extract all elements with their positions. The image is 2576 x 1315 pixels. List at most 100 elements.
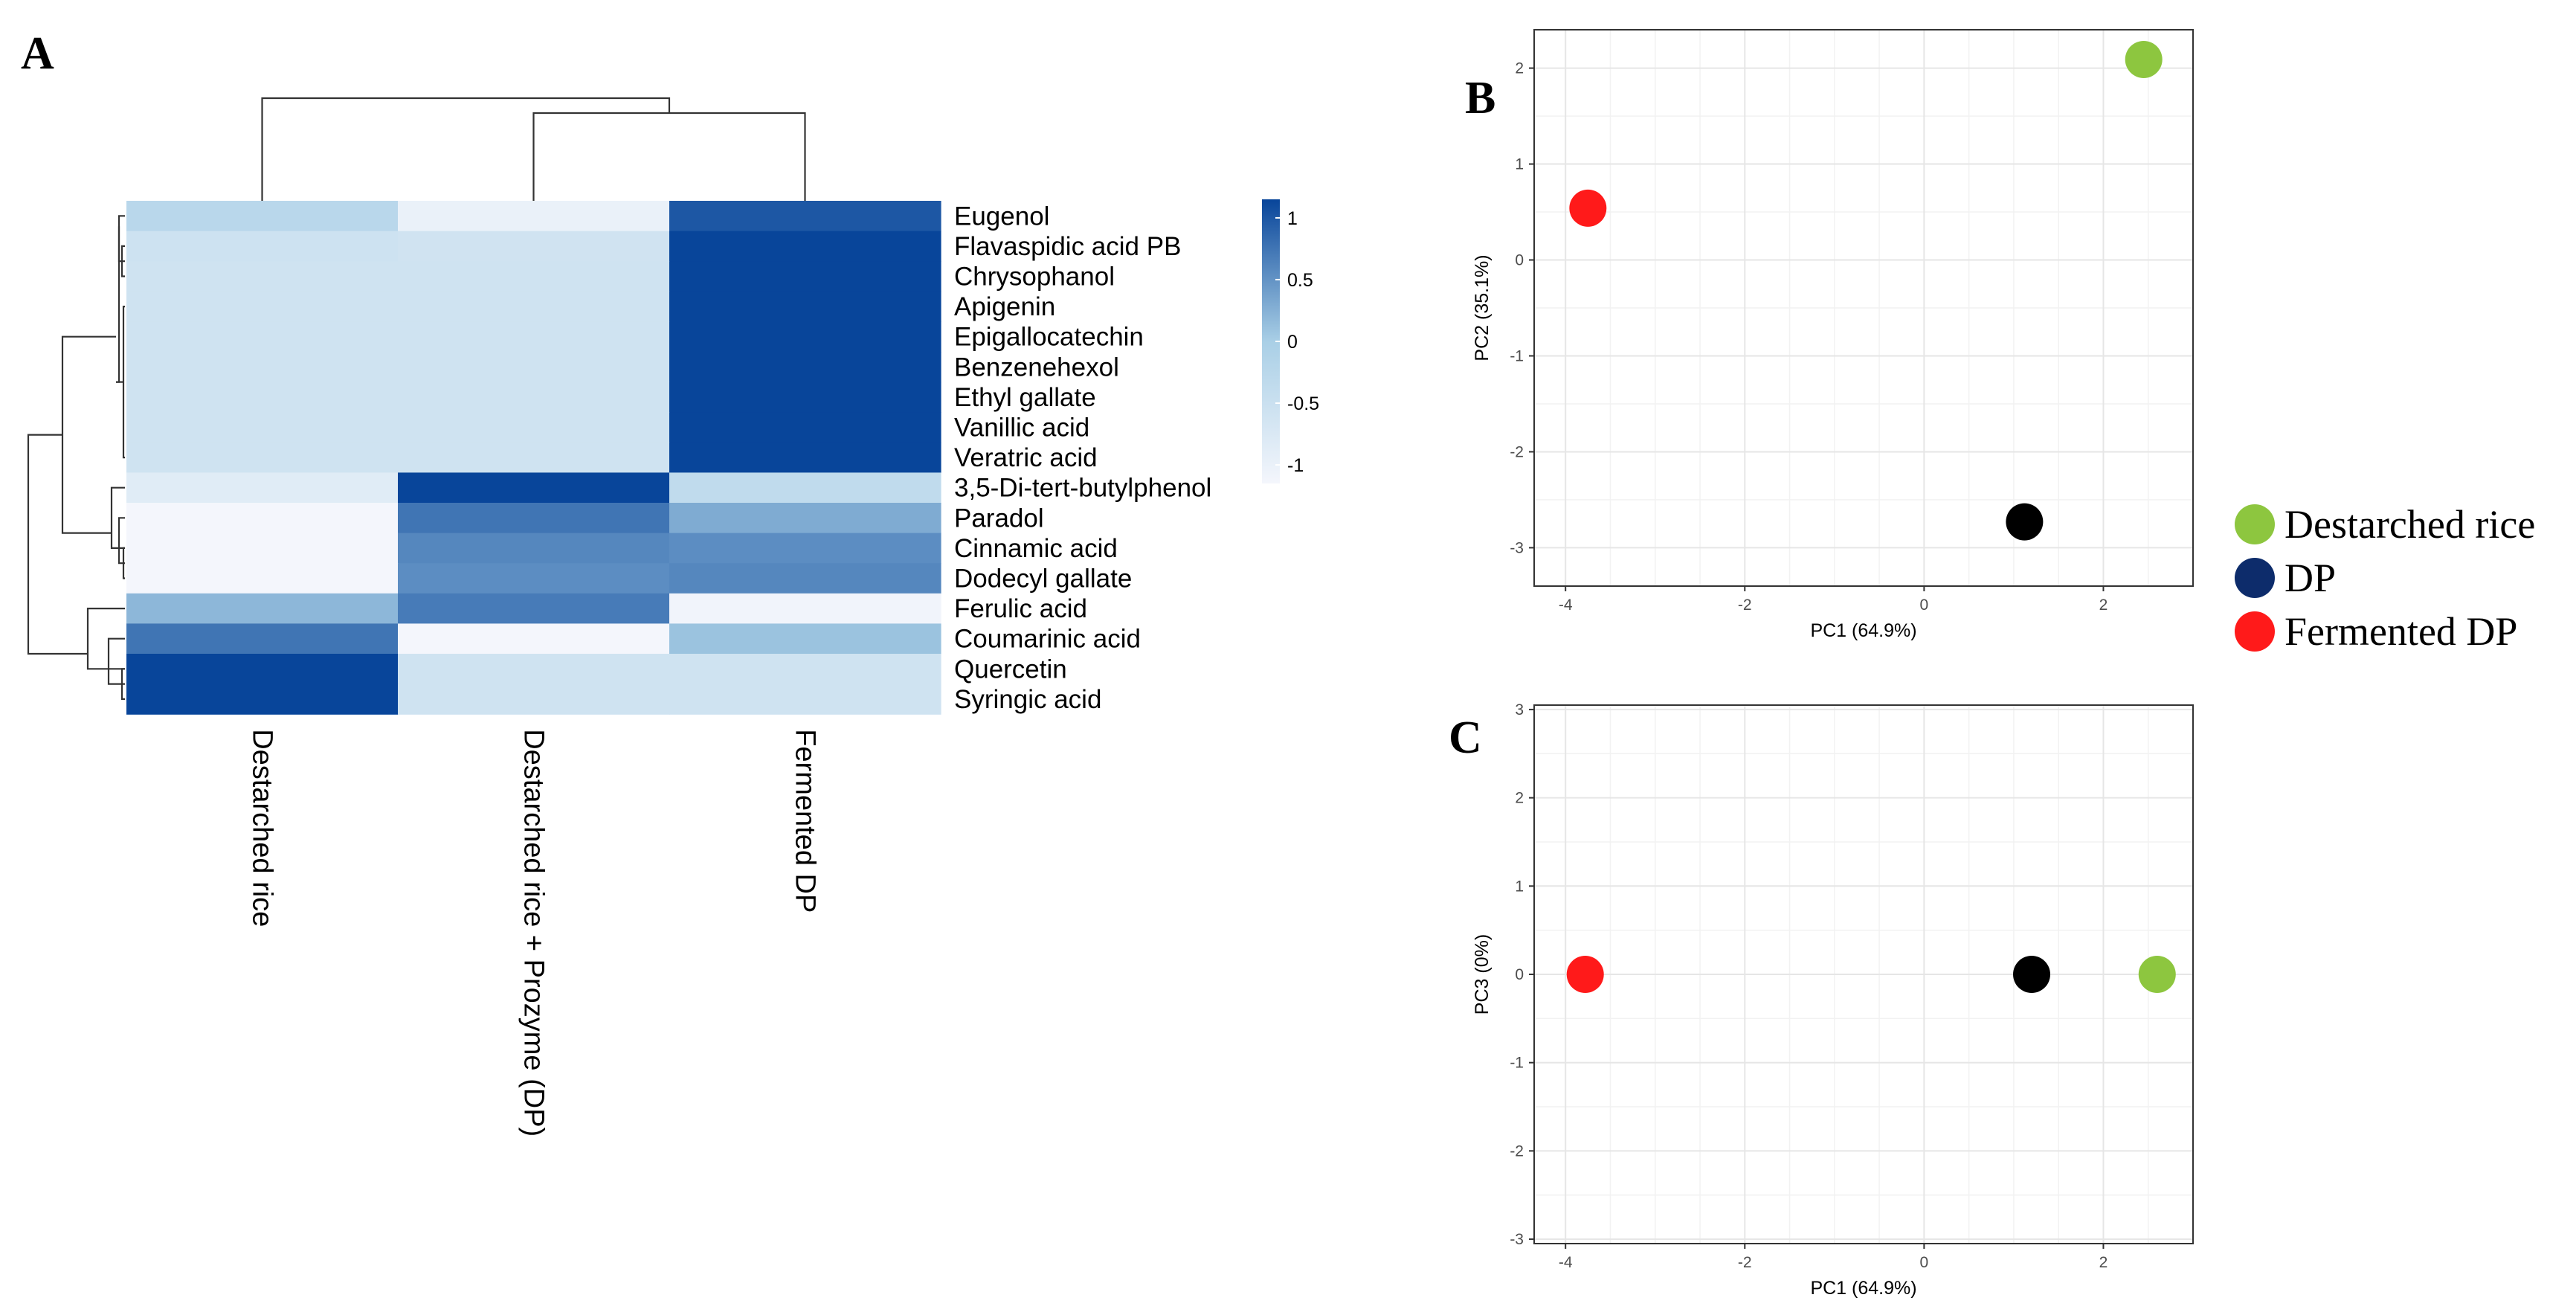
row-label: Ferulic acid <box>954 594 1087 623</box>
row-label: Chrysophanol <box>954 263 1115 292</box>
row-label: Vanillic acid <box>954 414 1089 443</box>
row-label: Quercetin <box>954 655 1067 684</box>
plot-border <box>1533 29 2194 587</box>
heatmap-cell <box>669 231 941 262</box>
heatmap-cell <box>398 382 670 413</box>
row-label: Ethyl gallate <box>954 383 1096 412</box>
heatmap-cell <box>669 352 941 383</box>
heatmap-cell <box>398 684 670 715</box>
heatmap-cell <box>669 321 941 353</box>
row-label: Epigallocatechin <box>954 323 1144 352</box>
heatmap-cell <box>669 684 941 715</box>
row-dendrogram-branch <box>61 335 116 534</box>
row-dendrogram-branch <box>116 226 120 383</box>
heatmap-cell <box>398 472 670 504</box>
y-tick-label: -1 <box>1510 347 1524 364</box>
x-tick-label: 0 <box>1920 1254 1929 1271</box>
row-dendrogram-branch <box>117 517 125 565</box>
heatmap-cell <box>126 563 399 594</box>
colorbar-tick-label: -1 <box>1287 455 1304 476</box>
row-label: Flavaspidic acid PB <box>954 232 1181 261</box>
heatmap-cell <box>669 442 941 473</box>
heatmap-cell <box>398 291 670 322</box>
colorbar-tick-label: 0.5 <box>1287 270 1313 291</box>
heatmap-cell <box>126 472 399 504</box>
x-tick-label: -2 <box>1738 1254 1752 1271</box>
y-tick-label: 0 <box>1515 252 1524 269</box>
y-axis-label: PC2 (35.1%) <box>1472 254 1493 361</box>
heatmap-cell <box>126 231 399 262</box>
y-tick-label: -2 <box>1510 1142 1524 1160</box>
heatmap-cell <box>126 261 399 292</box>
row-dendrogram-branch <box>107 637 125 685</box>
row-dendrogram-branch <box>86 608 125 670</box>
pca-panel-b: -4 -2 0 2 2 1 0 -1 -2 -3 PC1 (64.9%) PC2 (35.1%) <box>1472 29 2194 641</box>
data-point <box>2013 956 2051 993</box>
heatmap-cell <box>126 291 399 322</box>
y-tick-label: 2 <box>1515 60 1524 77</box>
heatmap-cell <box>669 593 941 624</box>
heatmap-cell <box>126 321 399 353</box>
legend-marker <box>2235 504 2275 544</box>
x-tick-label: -4 <box>1559 597 1573 614</box>
heatmap-cell <box>126 442 399 473</box>
heatmap-cell <box>126 593 399 624</box>
y-axis-label: PC3 (0%) <box>1472 934 1493 1015</box>
row-dendrogram-branch <box>110 486 125 549</box>
row-label: Veratric acid <box>954 443 1098 472</box>
y-tick-label: -3 <box>1510 539 1524 556</box>
heatmap-cell <box>126 654 399 685</box>
heatmap-cell <box>669 201 941 232</box>
legend-label: DP <box>2284 556 2336 600</box>
colorbar-tick-label: -0.5 <box>1287 393 1319 414</box>
row-dendrogram-branch <box>122 306 125 459</box>
row-label: Benzenehexol <box>954 353 1119 382</box>
row-label: Eugenol <box>954 202 1049 231</box>
y-tick-label: -2 <box>1510 443 1524 460</box>
column-label: Destarched rice + Prozyme (DP) <box>518 729 550 1136</box>
data-point <box>2125 40 2163 78</box>
heatmap-cell <box>126 533 399 564</box>
heatmap-cell <box>398 654 670 685</box>
x-tick-label: 0 <box>1920 597 1929 614</box>
heatmap-cell <box>126 352 399 383</box>
heatmap-cell <box>398 503 670 534</box>
heatmap-cell <box>669 472 941 504</box>
x-tick-label: 2 <box>2099 1254 2108 1271</box>
data-point <box>2006 503 2044 541</box>
row-label: Syringic acid <box>954 685 1101 714</box>
heatmap-cell <box>398 231 670 262</box>
heatmap-cell <box>669 412 941 443</box>
legend-marker <box>2235 611 2275 652</box>
data-point <box>2138 956 2176 993</box>
legend: Destarched rice DP Fermented DP <box>2235 502 2535 654</box>
y-tick-label: -3 <box>1510 1231 1524 1248</box>
heatmap-cell <box>126 684 399 715</box>
legend-label: Fermented DP <box>2284 609 2517 654</box>
y-tick-label: -1 <box>1510 1055 1524 1072</box>
row-label: Paradol <box>954 504 1044 533</box>
heatmap-cell <box>669 382 941 413</box>
y-tick-label: 3 <box>1515 701 1524 718</box>
heatmap-cell <box>398 412 670 443</box>
x-tick-label: -2 <box>1738 597 1752 614</box>
heatmap-cell <box>398 261 670 292</box>
row-label: 3,5-Di-tert-butylphenol <box>954 474 1211 503</box>
y-tick-label: 1 <box>1515 878 1524 895</box>
y-tick-label: 0 <box>1515 966 1524 983</box>
x-axis-label: PC1 (64.9%) <box>1810 1278 1916 1299</box>
heatmap-cell <box>669 563 941 594</box>
heatmap-cell <box>398 593 670 624</box>
heatmap-cell <box>126 412 399 443</box>
heatmap-cell <box>126 623 399 655</box>
y-tick-label: 2 <box>1515 790 1524 807</box>
heatmap-cell <box>398 563 670 594</box>
legend-label: Destarched rice <box>2284 502 2535 547</box>
colorbar-tick-label: 1 <box>1287 208 1298 229</box>
column-label: Destarched rice <box>247 729 278 927</box>
pca-panel-c: -4 -2 0 2 3 2 1 0 -1 -2 -3 PC1 (64.9%) PC3 (0%) <box>1472 701 2194 1299</box>
column-dendrogram-branch <box>261 97 671 201</box>
heatmap-cell <box>126 382 399 413</box>
